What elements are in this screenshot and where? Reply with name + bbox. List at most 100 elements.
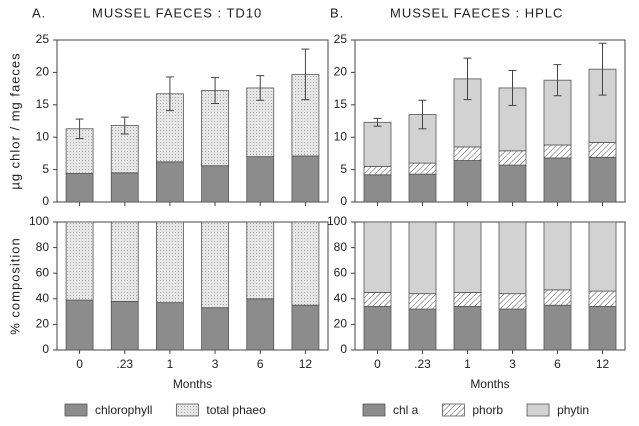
error-bar <box>301 48 310 101</box>
y-tick-label: 25 <box>36 32 50 46</box>
bar-segment <box>543 304 572 351</box>
plot-frame <box>56 221 329 351</box>
y-tick-label: 60 <box>334 265 348 279</box>
legend-label: phorb <box>472 403 503 417</box>
legend-label: phytin <box>557 403 589 417</box>
bar-segment <box>110 300 139 351</box>
panel-label: B. <box>330 5 344 20</box>
error-bar <box>165 76 174 112</box>
x-tick-label: 12 <box>299 357 313 371</box>
plot-frame <box>354 39 626 203</box>
y-tick-label: 0 <box>340 342 347 356</box>
bar-segment <box>543 144 572 159</box>
y-tick-label: 5 <box>42 162 49 176</box>
bar-segment <box>588 156 617 203</box>
x-tick-label: .23 <box>414 357 431 371</box>
bar-segment <box>156 221 184 304</box>
bar-segment <box>363 291 392 307</box>
y-tick-label: 100 <box>327 214 347 228</box>
x-tick-label: 1 <box>464 357 471 371</box>
error-bar <box>373 117 382 127</box>
x-tick-label: 3 <box>212 357 219 371</box>
bar-segment <box>65 299 94 351</box>
legend-swatch <box>526 403 550 417</box>
legend-swatch <box>64 403 88 417</box>
bar-segment <box>363 121 392 167</box>
x-tick-label: 6 <box>554 357 561 371</box>
panel-label: A. <box>32 5 46 20</box>
bar-segment <box>363 165 392 176</box>
bar-segment <box>408 173 437 203</box>
bar-segment <box>363 306 392 351</box>
bar-segment <box>453 146 482 161</box>
error-bar <box>553 64 562 97</box>
x-tick-label: 0 <box>76 357 83 371</box>
bar-segment <box>543 157 572 203</box>
y-tick-label: 10 <box>334 129 348 143</box>
bar-segment <box>588 141 617 158</box>
bar-segment <box>246 87 275 158</box>
bar-segment <box>408 293 437 310</box>
y-tick-label: 0 <box>340 194 347 208</box>
bar-segment <box>453 160 482 203</box>
y-tick-label: 60 <box>36 265 50 279</box>
bar-segment <box>156 302 184 351</box>
y-axis-label: µg chlor / mg faeces <box>7 52 22 189</box>
bar-segment <box>201 221 229 309</box>
legend-swatch <box>362 403 386 417</box>
bar-segment <box>588 306 617 351</box>
y-tick-label: 100 <box>29 214 49 228</box>
bar-segment <box>498 221 527 295</box>
bar-segment <box>246 298 275 351</box>
legend-swatch <box>441 403 465 417</box>
bar-segment <box>543 221 572 291</box>
bar-segment <box>156 161 184 203</box>
bar-segment <box>498 150 527 166</box>
bar-segment <box>498 164 527 203</box>
error-bar <box>598 42 607 96</box>
x-tick-label: 6 <box>257 357 264 371</box>
y-tick-label: 0 <box>42 194 49 208</box>
x-axis-label: Months <box>470 377 509 391</box>
y-tick-label: 40 <box>334 291 348 305</box>
bar-segment <box>408 162 437 175</box>
bar-segment <box>363 221 392 293</box>
bar-segment <box>453 221 482 293</box>
y-tick-label: 15 <box>334 97 348 111</box>
y-tick-label: 20 <box>334 65 348 79</box>
bar-segment <box>65 221 94 301</box>
y-tick-label: 20 <box>36 317 50 331</box>
y-tick-label: 20 <box>334 317 348 331</box>
x-tick-label: 3 <box>509 357 516 371</box>
y-tick-label: 80 <box>334 240 348 254</box>
y-axis-label: % composition <box>7 237 22 335</box>
error-bar <box>418 99 427 130</box>
bar-segment <box>498 293 527 310</box>
error-bar <box>211 77 220 105</box>
plot-frame <box>354 221 626 351</box>
error-bar <box>256 75 265 101</box>
bar-segment <box>363 174 392 203</box>
y-tick-label: 15 <box>36 97 50 111</box>
legend-label: total phaeo <box>206 403 266 417</box>
y-tick-label: 20 <box>36 65 50 79</box>
y-tick-label: 5 <box>340 162 347 176</box>
x-tick-label: 0 <box>374 357 381 371</box>
bar-segment <box>588 221 617 292</box>
error-bar <box>463 57 472 101</box>
bar-segment <box>588 290 617 307</box>
error-bar <box>120 116 129 135</box>
bar-segment <box>110 172 139 203</box>
plot-frame <box>56 39 329 203</box>
legend-swatch <box>175 403 199 417</box>
chart-title: MUSSEL FAECES : TD10 <box>92 5 262 20</box>
y-tick-label: 80 <box>36 240 50 254</box>
legend-label: chlorophyll <box>95 403 152 417</box>
bar-segment <box>408 221 437 295</box>
chart-title: MUSSEL FAECES : HPLC <box>390 5 563 20</box>
bar-segment <box>543 289 572 306</box>
y-tick-label: 10 <box>36 129 50 143</box>
bar-segment <box>291 155 320 203</box>
legend-label: chl a <box>393 403 419 417</box>
